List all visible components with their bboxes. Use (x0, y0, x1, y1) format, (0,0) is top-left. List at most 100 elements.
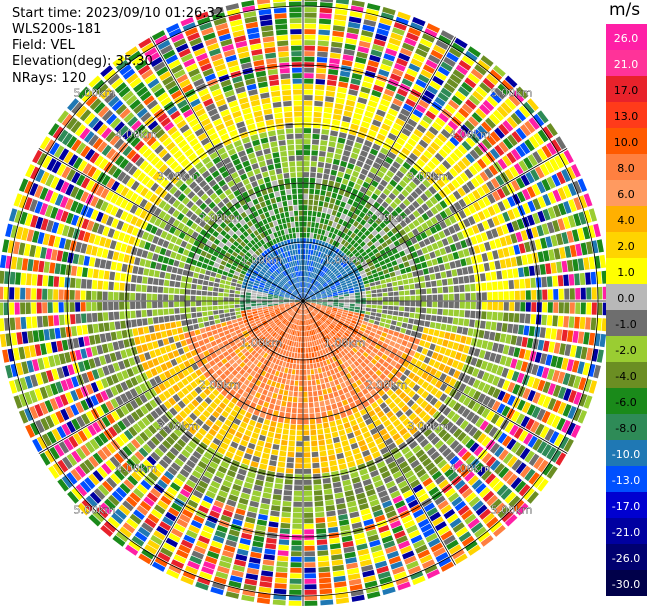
ppi-gate (435, 39, 449, 50)
ppi-gate (204, 520, 216, 529)
ppi-gate (482, 196, 491, 207)
ppi-gate (494, 260, 501, 270)
ppi-gate (240, 492, 250, 500)
ppi-gate (602, 286, 606, 300)
ppi-gate (288, 446, 295, 452)
ppi-gate (343, 348, 349, 354)
ppi-gate (141, 293, 147, 301)
ppi-gate (113, 452, 125, 464)
ppi-gate (282, 332, 287, 338)
ppi-gate (380, 415, 388, 423)
ppi-gate (380, 179, 388, 187)
ppi-gate (583, 193, 593, 207)
ppi-gate (416, 158, 426, 168)
ppi-gate (418, 99, 430, 109)
ppi-gate (362, 332, 369, 338)
ppi-gate (285, 351, 290, 357)
ppi-gate (337, 137, 346, 144)
ppi-gate (556, 171, 566, 185)
ppi-gate (167, 466, 178, 476)
ppi-gate (532, 377, 541, 390)
ppi-gate (577, 331, 585, 344)
ppi-gate (477, 370, 485, 380)
ppi-gate (295, 319, 298, 325)
ppi-gate (492, 109, 505, 122)
ppi-gate (265, 325, 271, 330)
ppi-gate (334, 360, 340, 367)
ppi-gate (126, 329, 134, 338)
ppi-gate (231, 319, 238, 324)
ppi-gate (472, 379, 481, 389)
ppi-gate (405, 266, 412, 273)
ppi-gate (582, 362, 591, 376)
ppi-gate (296, 325, 299, 331)
ppi-gate (415, 104, 427, 114)
ppi-gate (406, 399, 415, 408)
ppi-gate (177, 400, 186, 409)
ppi-gate (358, 248, 365, 254)
ppi-gate (369, 331, 376, 337)
ppi-gate (282, 350, 287, 356)
ppi-gate (398, 285, 404, 291)
ppi-gate (75, 313, 82, 324)
ppi-gate (346, 32, 359, 40)
ppi-gate (406, 524, 418, 534)
ppi-gate (236, 548, 249, 556)
ppi-gate (315, 517, 326, 523)
ppi-gate (368, 319, 375, 324)
ppi-gate (370, 341, 377, 347)
ppi-gate (311, 255, 315, 261)
ppi-gate (106, 477, 118, 489)
ppi-gate (440, 561, 455, 572)
ppi-gate (254, 337, 260, 343)
ppi-gate (228, 427, 236, 436)
ppi-gate (311, 374, 315, 380)
ppi-gate (387, 310, 393, 315)
ppi-gate (403, 386, 412, 395)
ppi-gate (273, 488, 283, 495)
ppi-gate (388, 108, 398, 117)
ppi-gate (366, 3, 381, 11)
ppi-gate (241, 458, 251, 466)
ppi-gate (423, 238, 431, 246)
ppi-gate (315, 315, 320, 320)
ppi-gate (376, 397, 384, 405)
ppi-gate (220, 346, 227, 353)
ppi-gate (403, 73, 416, 83)
ppi-gate (394, 253, 401, 259)
ppi-gate (520, 290, 526, 300)
ppi-gate (400, 108, 411, 117)
ppi-gate (329, 251, 334, 257)
ppi-gate (345, 346, 352, 352)
ppi-gate (303, 441, 310, 447)
ppi-gate (180, 314, 186, 320)
ppi-gate (318, 285, 323, 290)
ppi-gate (525, 418, 535, 431)
ppi-gate (462, 195, 472, 206)
ppi-gate (349, 295, 355, 299)
ppi-gate (115, 486, 127, 498)
ppi-gate (416, 420, 425, 429)
ppi-gate (319, 195, 325, 202)
ppi-gate (304, 12, 317, 18)
ppi-gate (365, 287, 371, 291)
ppi-gate (504, 75, 518, 88)
ppi-gate (330, 465, 339, 472)
ppi-gate (187, 560, 200, 570)
ppi-gate (379, 63, 392, 72)
ppi-gate (444, 375, 452, 384)
ppi-gate (534, 264, 541, 276)
ppi-gate (358, 330, 364, 335)
ppi-gate (382, 309, 388, 314)
ppi-gate (530, 169, 540, 182)
ppi-gate (292, 306, 297, 310)
ppi-gate (279, 528, 290, 534)
ppi-gate (550, 328, 557, 340)
ppi-gate (327, 521, 338, 528)
ppi-gate (352, 280, 358, 285)
ppi-gate (284, 479, 293, 485)
ppi-gate (339, 299, 344, 301)
ppi-gate (314, 95, 324, 101)
ppi-gate (311, 330, 314, 336)
ppi-gate (296, 424, 303, 430)
